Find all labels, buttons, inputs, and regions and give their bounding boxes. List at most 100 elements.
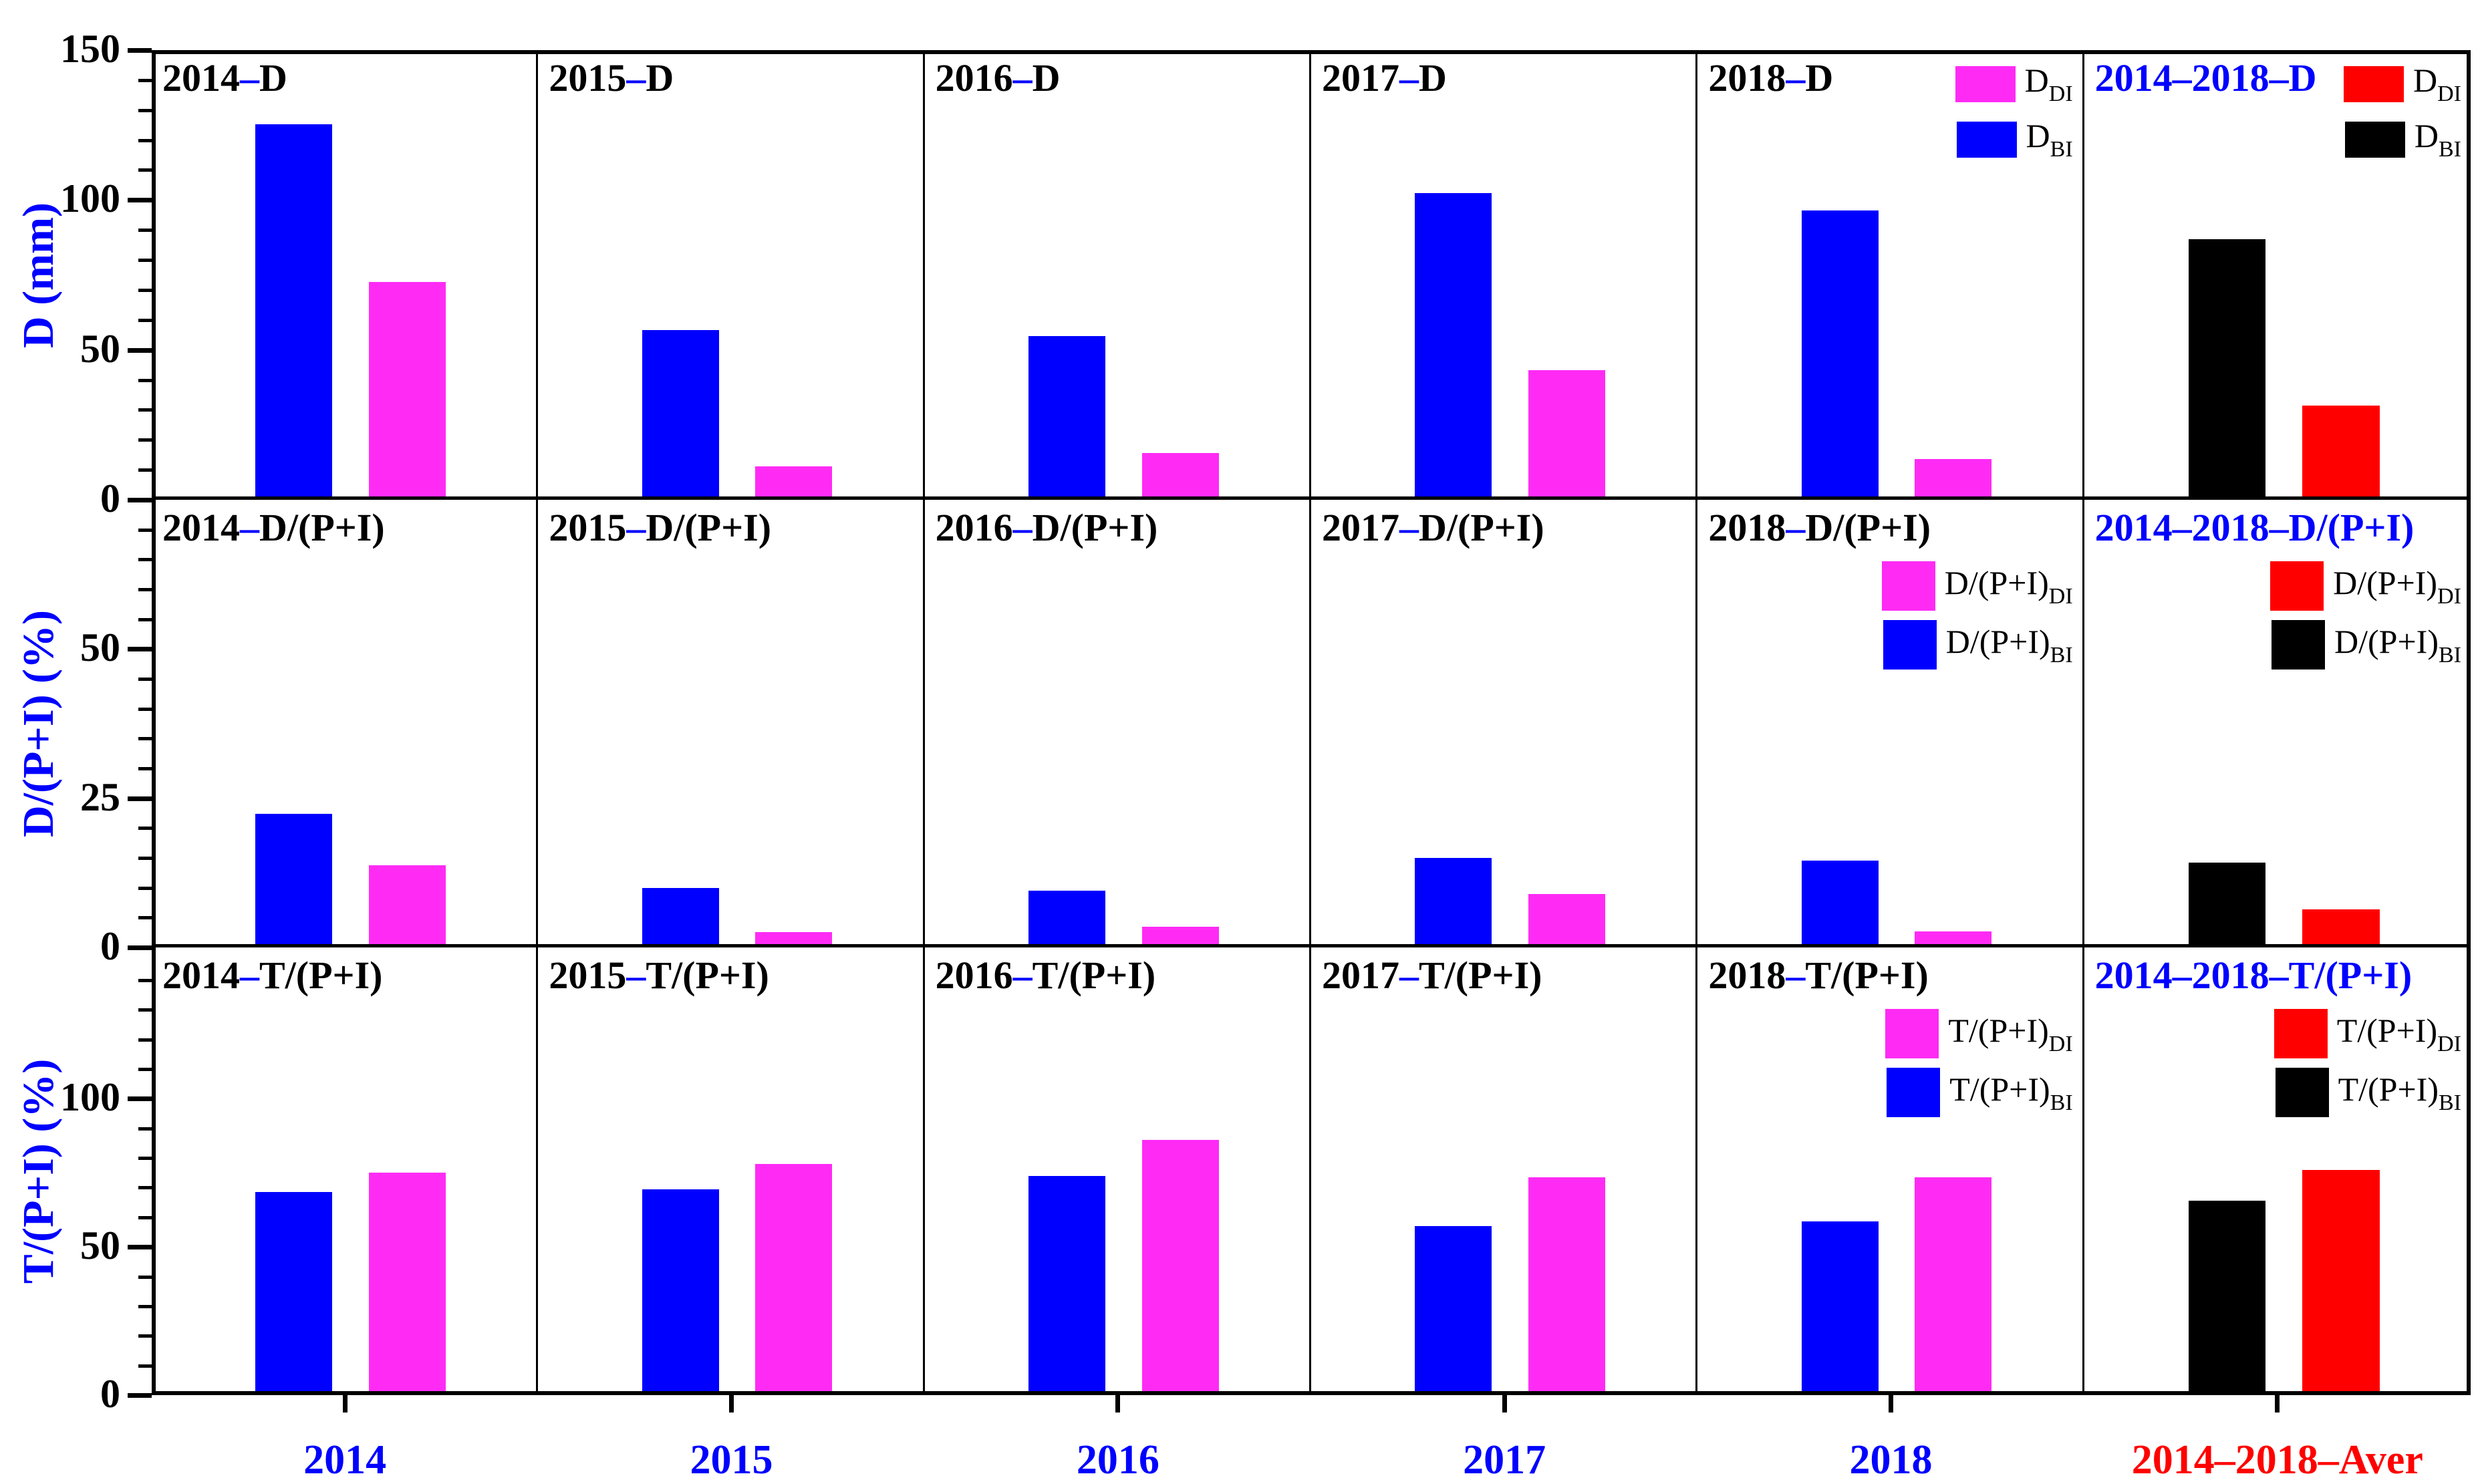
bar-2017-D_DI — [1528, 369, 1606, 496]
legend-label-di: T/(P+I)DI — [2337, 1011, 2461, 1057]
panel-title: 2015–T/(P+I) — [549, 953, 769, 998]
bar-2016-D_BI — [1028, 335, 1106, 496]
y-tick-label: 0 — [100, 476, 120, 521]
panel-title-metric: T/(P+I) — [1805, 953, 1929, 997]
y-axis-label-T-P-I-: T/(P+I) (%) — [14, 1058, 63, 1284]
legend-label-base: D — [2413, 61, 2438, 99]
panel-title-year: 2015 — [549, 506, 627, 549]
legend: T/(P+I)DI T/(P+I)BI — [1885, 1009, 2073, 1127]
panel-title-dash: – — [1399, 953, 1419, 997]
panel-title-dash: – — [1012, 953, 1033, 997]
y-tick-label: 0 — [100, 1372, 120, 1417]
bar-2015-T/(P+I)_BI — [642, 1189, 719, 1395]
panel-title: 2017–T/(P+I) — [1322, 953, 1542, 998]
panel-title-metric: T/(P+I) — [1032, 953, 1156, 997]
y-minor-tick — [138, 78, 152, 82]
panel-title-metric: D — [1419, 56, 1447, 100]
panel-title: 2018–D/(P+I) — [1708, 505, 1931, 550]
legend-entry-di: DDI — [1955, 61, 2073, 107]
bar-2017-D/(P+I)_DI — [1528, 893, 1606, 944]
y-tick-label: 100 — [60, 1075, 120, 1120]
panel-title-year: 2016 — [935, 56, 1013, 100]
legend-label-bi: D/(P+I)BI — [1946, 622, 2073, 668]
panel-title-dash: – — [1399, 56, 1419, 100]
y-major-tick — [128, 347, 152, 353]
bar-2014-D/(P+I)_DI — [369, 865, 446, 944]
panel-title-year: 2015 — [549, 953, 627, 997]
panel-2018-D: 2018–D DDI DBI — [1697, 50, 2084, 500]
x-category-label: 2015 — [690, 1437, 773, 1483]
y-minor-tick — [138, 1364, 152, 1368]
y-major-tick — [128, 198, 152, 203]
panel-2014-D-P-I-: 2014–D/(P+I) — [152, 500, 539, 947]
legend-label-subscript: BI — [2438, 642, 2461, 667]
y-minor-tick — [138, 1334, 152, 1338]
bar-2016-D_DI — [1141, 453, 1219, 496]
legend-entry-bi: T/(P+I)BI — [2275, 1068, 2461, 1117]
y-minor-tick — [138, 288, 152, 292]
legend-label-base: T/(P+I) — [1949, 1070, 2050, 1108]
legend-swatch-di — [2270, 561, 2324, 611]
legend-entry-di: D/(P+I)DI — [2270, 561, 2461, 611]
panel-title-metric: D — [646, 56, 674, 100]
bar-2017-D_BI — [1415, 192, 1492, 496]
panel-title-metric: D — [1805, 56, 1834, 100]
x-category-label: 2016 — [1076, 1437, 1159, 1483]
legend-label-subscript: DI — [2437, 1031, 2461, 1056]
panel-title-dash: – — [1786, 56, 1806, 100]
y-major-tick — [128, 1096, 152, 1102]
y-major-tick — [128, 1245, 152, 1250]
y-axis-label-D: D (mm) — [14, 202, 63, 348]
panel-title: 2014–2018–T/(P+I) — [2094, 953, 2413, 997]
legend-label-subscript: DI — [2048, 82, 2073, 106]
y-major-tick — [128, 796, 152, 801]
y-minor-tick — [138, 558, 152, 562]
y-minor-tick — [138, 1215, 152, 1219]
panel-title-year: 2015 — [549, 56, 627, 100]
legend: D/(P+I)DI D/(P+I)BI — [1881, 561, 2073, 679]
panel-title-metric: T/(P+I) — [259, 953, 383, 997]
x-category-label: 2014 — [303, 1437, 387, 1483]
legend-entry-di: DDI — [2343, 61, 2461, 107]
panel-title-year: 2014 — [162, 56, 240, 100]
bar-2018-D_DI — [1915, 459, 1992, 496]
panel-title-dash: – — [1786, 506, 1806, 549]
legend: D/(P+I)DI D/(P+I)BI — [2270, 561, 2461, 679]
y-minor-tick — [138, 916, 152, 920]
legend: DDI DBI — [1955, 61, 2073, 172]
bar-2014-D_BI — [255, 124, 333, 496]
bar-2014-T/(P+I)_BI — [255, 1192, 333, 1395]
panel-title: 2014–D — [162, 55, 287, 100]
x-category-label: 2018 — [1849, 1437, 1933, 1483]
y-tick-label: 100 — [60, 176, 120, 221]
panel-title: 2014–T/(P+I) — [162, 953, 382, 998]
panel-title: 2016–D/(P+I) — [936, 505, 1158, 550]
y-minor-tick — [138, 438, 152, 442]
panel-2014-2018-D-P-I-: 2014–2018–D/(P+I) D/(P+I)DI D/(P+I)BI — [2084, 500, 2471, 947]
panel-2014-2018-T-P-I-: 2014–2018–T/(P+I) T/(P+I)DI T/(P+I)BI — [2084, 947, 2471, 1395]
bar-2016-D/(P+I)_DI — [1141, 927, 1219, 944]
panel-title: 2014–D/(P+I) — [162, 505, 385, 550]
bar-2018-D/(P+I)_BI — [1801, 860, 1879, 944]
panel-title: 2018–T/(P+I) — [1708, 953, 1928, 998]
legend-swatch-bi — [2275, 1068, 2329, 1117]
y-minor-tick — [138, 528, 152, 532]
bar-2014–2018-D/(P+I)_BI — [2188, 862, 2266, 944]
y-major-tick — [128, 647, 152, 652]
bar-2018-T/(P+I)_BI — [1801, 1221, 1879, 1395]
panel-2016-D-P-I-: 2016–D/(P+I) — [924, 500, 1311, 947]
legend-label-base: D/(P+I) — [2334, 622, 2439, 660]
y-minor-tick — [138, 108, 152, 112]
y-minor-tick — [138, 827, 152, 831]
panel-title-metric: D/(P+I) — [1419, 506, 1544, 549]
y-minor-tick — [138, 229, 152, 233]
legend: DDI DBI — [2343, 61, 2461, 172]
y-minor-tick — [138, 408, 152, 412]
panel-2014-2018-D: 2014–2018–D DDI DBI — [2084, 50, 2471, 500]
panel-title-metric: T/(P+I) — [1419, 953, 1542, 997]
legend-swatch-bi — [2344, 121, 2405, 158]
legend-label-bi: DBI — [2026, 116, 2073, 162]
legend-swatch-di — [2274, 1009, 2328, 1058]
panel-title-dash: – — [1012, 506, 1033, 549]
panel-title: 2017–D/(P+I) — [1322, 505, 1544, 550]
